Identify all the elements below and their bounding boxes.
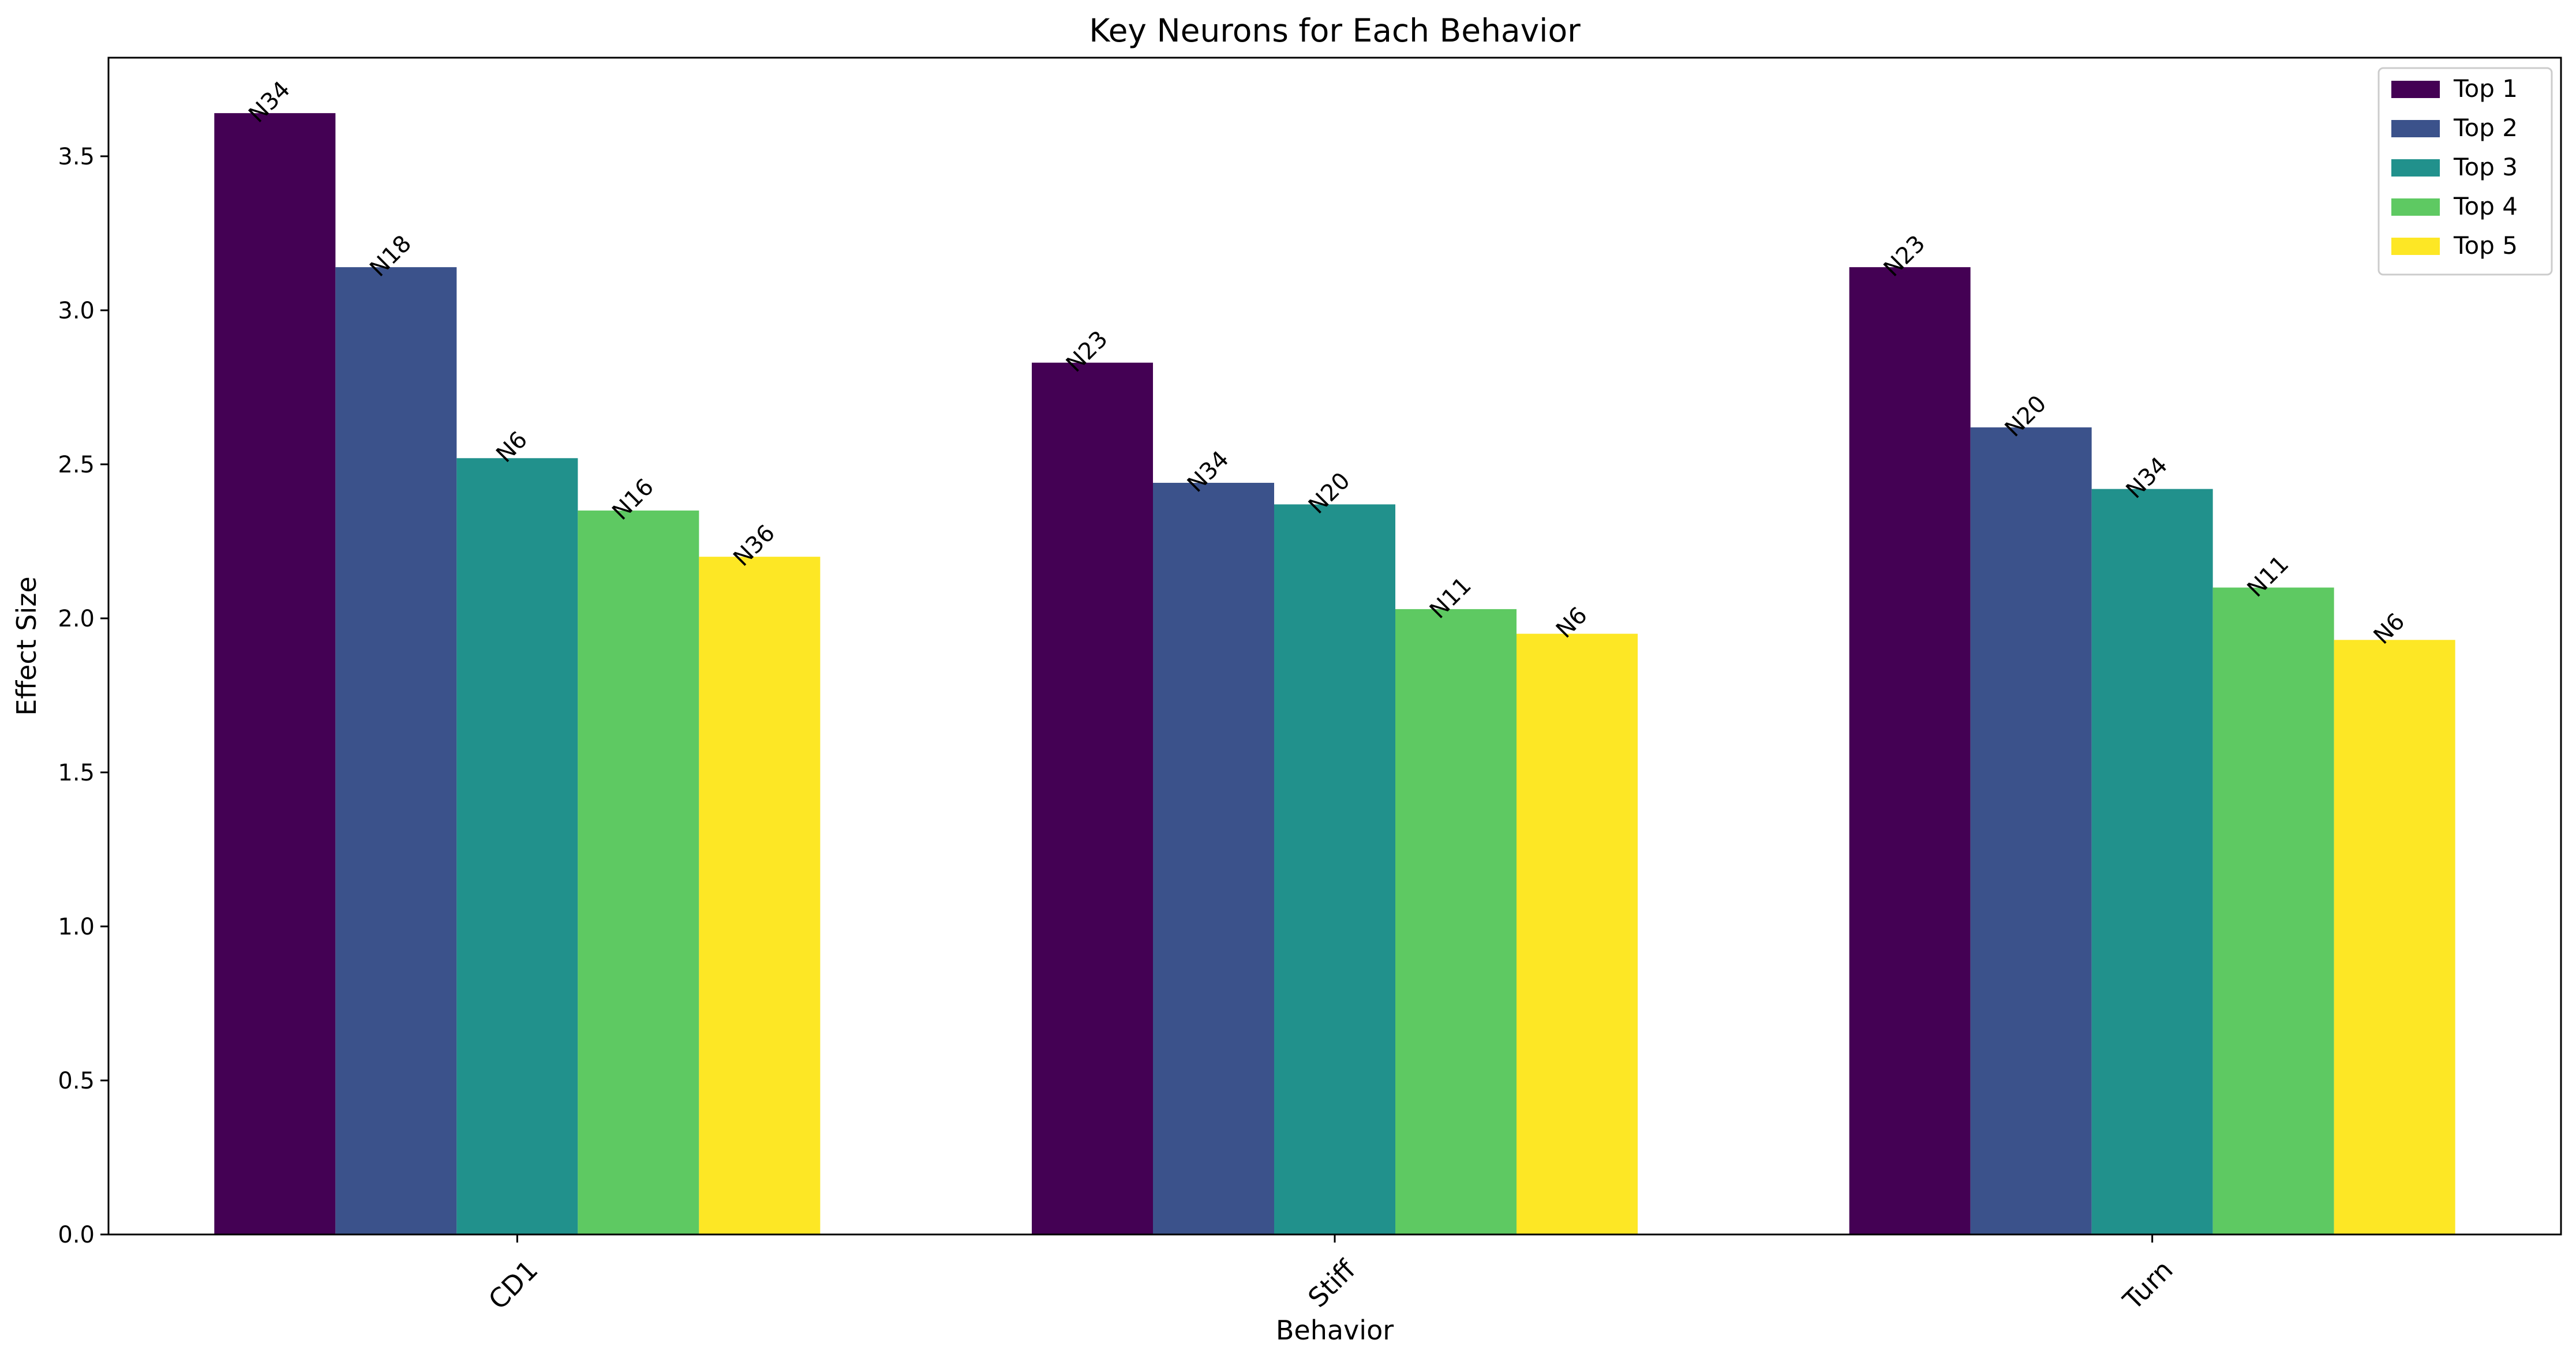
plot-frame bbox=[107, 57, 2562, 1236]
bar-cd1-top-1 bbox=[214, 113, 336, 1235]
legend-box bbox=[2377, 67, 2553, 276]
legend-entry-label: Top 4 bbox=[2453, 192, 2518, 220]
bar-cd1-top-4 bbox=[578, 511, 699, 1235]
bar-turn-top-2 bbox=[1970, 427, 2092, 1235]
legend-entry-label: Top 3 bbox=[2453, 153, 2518, 181]
y-tick-label: 3.0 bbox=[58, 298, 95, 324]
legend-swatch bbox=[2391, 120, 2440, 137]
y-tick-label: 1.5 bbox=[58, 760, 95, 786]
bar-stiff-top-1 bbox=[1032, 362, 1153, 1234]
bar-turn-top-3 bbox=[2091, 489, 2213, 1234]
x-axis-label: Behavior bbox=[1276, 1315, 1394, 1346]
legend-swatch bbox=[2391, 198, 2440, 216]
y-tick-label: 0.0 bbox=[58, 1222, 95, 1248]
legend-entry-label: Top 5 bbox=[2453, 231, 2518, 260]
y-axis: 0.0 0.5 1.0 1.5 2.0 2.5 3.0 3.5 bbox=[58, 144, 108, 1248]
chart-title: Key Neurons for Each Behavior bbox=[1089, 12, 1581, 49]
y-tick-label: 2.5 bbox=[58, 452, 95, 478]
bar-stiff-top-2 bbox=[1153, 482, 1274, 1234]
y-axis-label: Effect Size bbox=[11, 576, 42, 715]
bar-cd1-top-2 bbox=[335, 267, 457, 1234]
bar-stiff-top-5 bbox=[1517, 633, 1638, 1234]
legend-swatch bbox=[2391, 238, 2440, 255]
bar-turn-top-1 bbox=[1849, 267, 1971, 1234]
y-tick-label: 3.5 bbox=[58, 144, 95, 170]
legend-swatch bbox=[2391, 81, 2440, 98]
legend: Top 1 Top 2 Top 3 Top 4 Top 5 bbox=[2377, 67, 2553, 276]
legend-entry-label: Top 1 bbox=[2453, 74, 2518, 103]
legend-swatch bbox=[2391, 159, 2440, 177]
bar-cd1-top-5 bbox=[699, 557, 821, 1235]
y-tick-label: 2.0 bbox=[58, 606, 95, 632]
bar-cd1-top-3 bbox=[456, 458, 578, 1234]
y-tick-label: 0.5 bbox=[58, 1068, 95, 1094]
bar-stiff-top-4 bbox=[1395, 609, 1517, 1234]
bar-turn-top-5 bbox=[2334, 640, 2455, 1234]
y-tick-label: 1.0 bbox=[58, 914, 95, 940]
legend-entry-label: Top 2 bbox=[2453, 114, 2518, 142]
bar-turn-top-4 bbox=[2212, 587, 2334, 1234]
bars-layer bbox=[214, 113, 2455, 1235]
bar-stiff-top-3 bbox=[1274, 504, 1395, 1235]
